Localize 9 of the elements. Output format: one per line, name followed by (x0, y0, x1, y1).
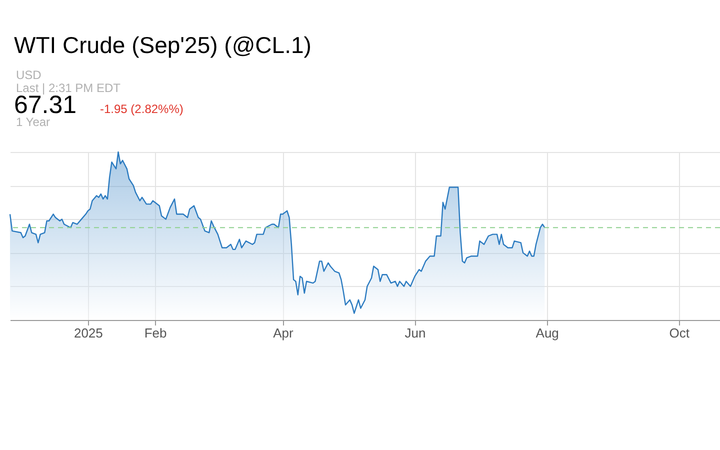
x-tick-label: Jun (404, 326, 426, 340)
text: -1.95 (2.82%%) (100, 102, 184, 116)
x-tick-label: Aug (536, 326, 559, 340)
x-tick-label: Apr (273, 326, 294, 340)
x-tick-label: 2025 (74, 326, 103, 340)
text: USD (16, 68, 42, 82)
chart-title: WTI Crude (Sep'25) (@CL.1) (14, 32, 312, 59)
x-tick-label: Oct (669, 326, 690, 340)
x-tick-label: Feb (144, 326, 167, 340)
